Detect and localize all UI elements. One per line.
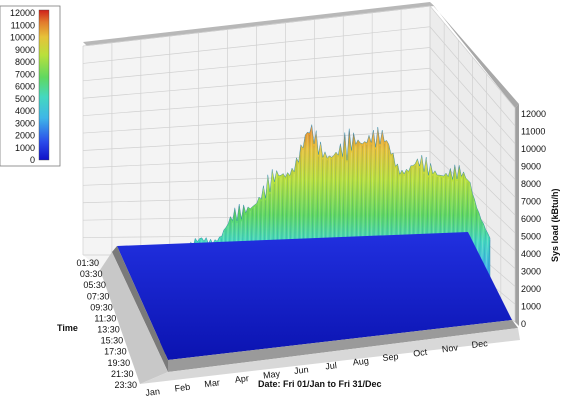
x-axis-ticks: Jan Feb Mar Apr May Jun Jul Aug Sep Oct Nov Dec <box>145 338 489 398</box>
x-tick-label: Jul <box>325 360 338 371</box>
base-floor-left <box>100 252 168 384</box>
x-tick-label: Jun <box>293 364 309 376</box>
x-tick-label: Apr <box>234 373 249 385</box>
legend-tick-label: 10000 <box>10 33 35 43</box>
y-tick-label: 05:30 <box>83 280 106 290</box>
z-tick-label: 3000 <box>521 267 541 277</box>
z-tick-label: 4000 <box>521 249 541 259</box>
legend-tick-label: 11000 <box>11 20 35 30</box>
z-axis-ticks: 0 1000 2000 3000 4000 5000 6000 7000 8000 9000 100… <box>521 109 546 329</box>
legend-tick-label: 1000 <box>15 143 35 153</box>
x-tick-label: Aug <box>352 356 369 368</box>
y-tick-label: 03:30 <box>80 269 103 279</box>
y-tick-label: 01:30 <box>76 258 99 268</box>
y-tick-label: 13:30 <box>97 325 120 335</box>
y-tick-label: 19:30 <box>108 358 131 368</box>
x-tick-label: Jan <box>145 386 161 398</box>
z-tick-label: 9000 <box>521 162 541 172</box>
y-tick-label: 11:30 <box>94 313 116 323</box>
base-floor-front <box>140 328 520 384</box>
z-tick-label: 6000 <box>521 214 541 224</box>
z-tick-label: 7000 <box>521 197 541 207</box>
legend-tick-label: 6000 <box>15 82 35 92</box>
y-tick-label: 17:30 <box>104 347 127 357</box>
x-tick-label: Sep <box>382 351 399 363</box>
legend-tick-label: 8000 <box>15 57 35 67</box>
legend-tick-label: 3000 <box>15 118 35 128</box>
wall-rim-left <box>83 2 434 46</box>
legend-tick-label: 9000 <box>15 45 35 55</box>
z-tick-label: 5000 <box>521 232 541 242</box>
y-tick-label: 23:30 <box>114 380 137 390</box>
legend-tick-label: 0 <box>30 155 35 165</box>
legend-tick-label: 5000 <box>15 94 35 104</box>
legend-ticks: 1200011000100009000800070006000500040003… <box>10 8 35 165</box>
legend-tick-label: 4000 <box>15 106 35 116</box>
x-tick-label: Nov <box>441 342 459 354</box>
y-tick-label: 15:30 <box>101 336 124 346</box>
legend-tick-label: 7000 <box>15 69 35 79</box>
z-axis-title: Sys load (kBtu/h) <box>550 188 560 262</box>
z-tick-label: 12000 <box>521 109 546 119</box>
x-tick-label: Mar <box>204 377 221 389</box>
legend-tick-label: 12000 <box>10 8 35 18</box>
y-tick-label: 07:30 <box>87 291 110 301</box>
y-tick-label: 21:30 <box>111 369 134 379</box>
x-tick-label: Oct <box>413 347 429 359</box>
x-tick-label: Feb <box>174 382 191 394</box>
z-tick-label: 0 <box>521 319 526 329</box>
y-axis-title: Time <box>57 323 78 333</box>
legend-tick-label: 2000 <box>15 131 35 141</box>
z-tick-label: 11000 <box>521 127 545 137</box>
x-axis-title: Date: Fri 01/Jan to Fri 31/Dec <box>258 379 382 389</box>
base-bottom <box>168 320 518 372</box>
z-tick-label: 1000 <box>521 302 541 312</box>
surface-floor <box>117 232 512 360</box>
z-tick-label: 10000 <box>521 144 546 154</box>
legend-frame <box>0 5 61 167</box>
x-tick-label: May <box>262 369 281 381</box>
base-front <box>112 246 168 372</box>
x-tick-label: Dec <box>471 338 489 350</box>
z-tick-label: 8000 <box>521 179 541 189</box>
wall-rim-right <box>430 2 519 108</box>
legend-color-bar <box>38 9 50 161</box>
wall-rim-side <box>515 104 519 326</box>
color-legend: 1200011000100009000800070006000500040003… <box>0 5 61 167</box>
z-tick-label: 2000 <box>521 284 541 294</box>
y-tick-label: 09:30 <box>90 302 113 312</box>
